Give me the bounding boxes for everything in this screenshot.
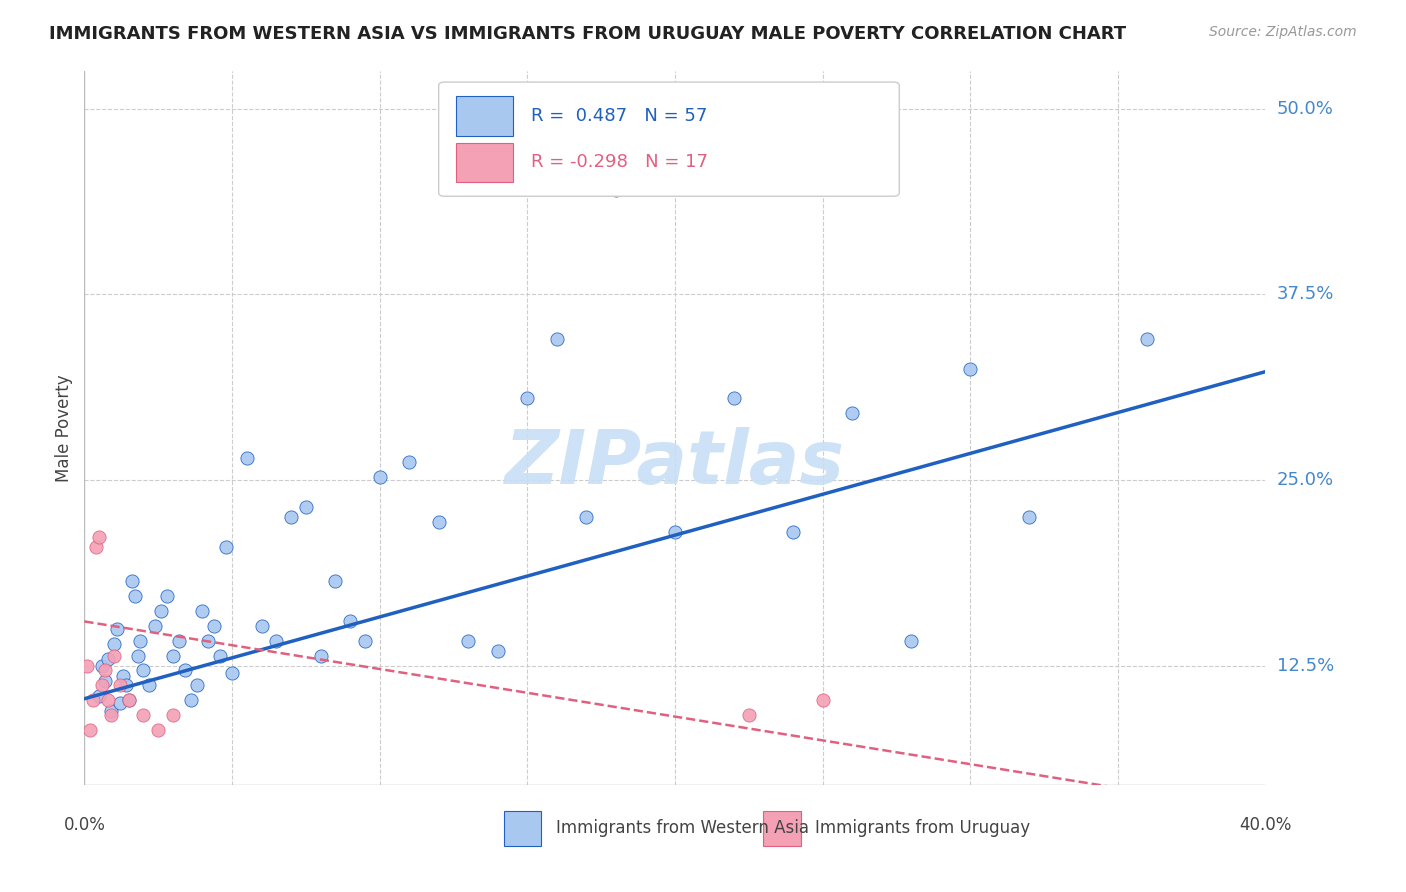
Point bbox=[84, 540, 107, 554]
Text: Immigrants from Western Asia: Immigrants from Western Asia bbox=[555, 820, 808, 838]
Point bbox=[94, 664, 117, 678]
Point bbox=[156, 589, 179, 603]
Text: IMMIGRANTS FROM WESTERN ASIA VS IMMIGRANTS FROM URUGUAY MALE POVERTY CORRELATION: IMMIGRANTS FROM WESTERN ASIA VS IMMIGRAN… bbox=[49, 25, 1126, 43]
Point bbox=[209, 648, 232, 663]
Text: 0.0%: 0.0% bbox=[63, 815, 105, 833]
Point bbox=[180, 693, 202, 707]
Point bbox=[167, 633, 190, 648]
Point bbox=[143, 619, 166, 633]
Point bbox=[811, 693, 834, 707]
Point bbox=[129, 633, 152, 648]
Point bbox=[79, 723, 101, 737]
Point bbox=[76, 659, 98, 673]
Point bbox=[215, 540, 238, 554]
Point bbox=[664, 525, 686, 540]
Point bbox=[575, 510, 598, 524]
Point bbox=[782, 525, 804, 540]
Point bbox=[114, 678, 136, 692]
Point bbox=[486, 644, 509, 658]
Point bbox=[280, 510, 302, 524]
Point bbox=[325, 574, 347, 589]
Point bbox=[354, 633, 377, 648]
Bar bbox=[457, 143, 513, 182]
Point bbox=[236, 450, 259, 465]
Point bbox=[1136, 332, 1159, 346]
Point bbox=[100, 708, 122, 723]
Point bbox=[250, 619, 273, 633]
Text: ZIPatlas: ZIPatlas bbox=[505, 427, 845, 500]
Point bbox=[398, 455, 420, 469]
Point bbox=[900, 633, 922, 648]
Point bbox=[118, 693, 141, 707]
Point bbox=[127, 648, 149, 663]
Point bbox=[605, 183, 627, 197]
Point bbox=[100, 704, 122, 718]
Point bbox=[186, 678, 208, 692]
Point bbox=[103, 637, 125, 651]
Point bbox=[108, 678, 131, 692]
Point bbox=[221, 666, 243, 681]
Bar bbox=[503, 812, 541, 846]
Text: 40.0%: 40.0% bbox=[1239, 815, 1292, 833]
Point bbox=[516, 392, 538, 406]
Point bbox=[138, 678, 160, 692]
Point bbox=[148, 723, 170, 737]
Text: 12.5%: 12.5% bbox=[1277, 657, 1334, 675]
Point bbox=[266, 633, 288, 648]
Bar bbox=[457, 96, 513, 136]
Point bbox=[173, 664, 195, 678]
Point bbox=[132, 708, 155, 723]
Point bbox=[162, 708, 184, 723]
Y-axis label: Male Poverty: Male Poverty bbox=[55, 375, 73, 482]
Point bbox=[427, 515, 450, 529]
Point bbox=[162, 648, 184, 663]
Point bbox=[82, 693, 104, 707]
FancyBboxPatch shape bbox=[439, 82, 900, 196]
Text: 50.0%: 50.0% bbox=[1277, 100, 1333, 118]
Text: R = -0.298   N = 17: R = -0.298 N = 17 bbox=[531, 153, 707, 171]
Point bbox=[97, 651, 120, 665]
Point bbox=[94, 673, 117, 688]
Point bbox=[457, 633, 479, 648]
Point bbox=[959, 361, 981, 376]
Bar bbox=[763, 812, 801, 846]
Point bbox=[723, 392, 745, 406]
Point bbox=[91, 659, 114, 673]
Point bbox=[1018, 510, 1040, 524]
Point bbox=[309, 648, 332, 663]
Point bbox=[295, 500, 318, 514]
Point bbox=[121, 574, 143, 589]
Point bbox=[97, 693, 120, 707]
Text: Immigrants from Uruguay: Immigrants from Uruguay bbox=[815, 820, 1031, 838]
Point bbox=[124, 589, 146, 603]
Point bbox=[339, 615, 361, 629]
Text: Source: ZipAtlas.com: Source: ZipAtlas.com bbox=[1209, 25, 1357, 39]
Point bbox=[87, 689, 111, 703]
Point bbox=[108, 696, 131, 710]
Point bbox=[368, 470, 391, 484]
Point bbox=[132, 664, 155, 678]
Point bbox=[197, 633, 219, 648]
Point bbox=[91, 678, 114, 692]
Point bbox=[103, 648, 125, 663]
Text: R =  0.487   N = 57: R = 0.487 N = 57 bbox=[531, 107, 707, 125]
Point bbox=[105, 622, 128, 636]
Point bbox=[191, 604, 214, 618]
Point bbox=[841, 406, 863, 420]
Point bbox=[118, 693, 141, 707]
Point bbox=[546, 332, 568, 346]
Point bbox=[150, 604, 173, 618]
Point bbox=[111, 669, 134, 683]
Point bbox=[202, 619, 225, 633]
Text: 25.0%: 25.0% bbox=[1277, 471, 1334, 489]
Point bbox=[738, 708, 761, 723]
Point bbox=[87, 530, 111, 544]
Text: 37.5%: 37.5% bbox=[1277, 285, 1334, 303]
